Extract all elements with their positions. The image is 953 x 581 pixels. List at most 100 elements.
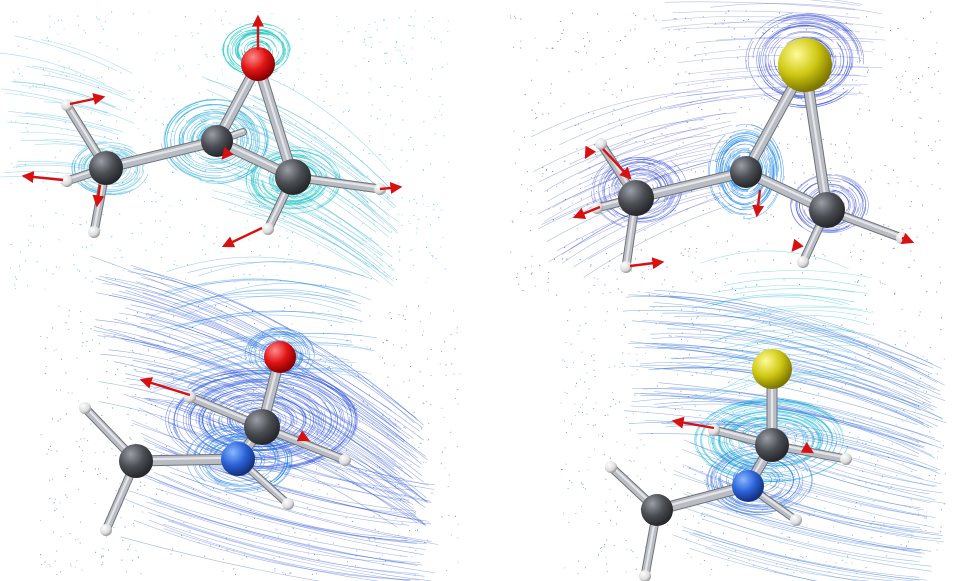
flow-dot [774, 571, 776, 573]
flow-dot [621, 253, 623, 255]
flow-swirl [832, 189, 849, 212]
flow-dot [147, 285, 149, 287]
flow-dot [104, 21, 106, 22]
flow-swirl [252, 152, 281, 198]
flow-dot [701, 60, 703, 62]
flow-dot [760, 124, 762, 126]
flow-dot [445, 364, 447, 366]
flow-dot [788, 493, 790, 495]
flow-swirl [110, 150, 128, 157]
flow-dot [421, 334, 423, 336]
flow-dot [401, 86, 403, 88]
flow-sweep [227, 162, 379, 246]
flow-dot [225, 502, 226, 504]
flow-dot [386, 52, 388, 54]
flow-dot [748, 19, 750, 21]
flow-dot [687, 553, 689, 554]
flow-sweep [743, 330, 875, 348]
flow-dot [163, 340, 165, 342]
flow-dot [626, 548, 628, 550]
flow-dot [862, 470, 864, 472]
flow-dot [374, 21, 376, 23]
flow-dot [690, 556, 692, 558]
flow-dot [55, 156, 57, 158]
flow-dot [681, 309, 683, 311]
flow-dot [94, 503, 96, 504]
flow-dot [715, 242, 717, 244]
flow-dot [647, 313, 648, 315]
flow-dot [245, 526, 247, 528]
flow-dot [78, 52, 80, 54]
flow-dot [329, 105, 331, 107]
flow-dot [608, 367, 610, 368]
flow-dot [515, 17, 517, 19]
flow-dot [920, 117, 922, 119]
flow-dot [920, 481, 922, 483]
flow-dot [882, 282, 884, 284]
flow-dot [887, 183, 889, 185]
flow-dot [738, 392, 740, 394]
flow-dot [49, 445, 51, 447]
flow-dot [929, 347, 931, 348]
displacement-arrow [602, 148, 632, 180]
displacement-arrow [139, 377, 191, 397]
flow-swirl [621, 157, 649, 162]
flow-dot [587, 111, 589, 113]
flow-dot [47, 37, 49, 38]
flow-dot [365, 286, 367, 288]
flow-dot [936, 42, 938, 44]
flow-dot [415, 10, 417, 12]
flow-dot [913, 39, 915, 41]
flow-dot [334, 496, 336, 498]
flow-dot [297, 226, 299, 227]
flow-dot [456, 327, 458, 329]
flow-dot [204, 170, 206, 172]
flow-sweep [654, 391, 933, 446]
flow-dot [382, 260, 384, 262]
flow-dot [872, 520, 874, 522]
flow-dot [89, 350, 91, 352]
flow-sweep [533, 119, 705, 172]
flow-dot [392, 268, 394, 270]
flow-dot [422, 461, 424, 463]
flow-dot [707, 26, 709, 28]
flow-dot [686, 208, 688, 210]
flow-sweep [158, 278, 347, 297]
flow-dot [588, 456, 590, 458]
flow-dot [769, 322, 771, 324]
flow-dot [442, 66, 444, 68]
flow-dot [712, 443, 714, 445]
flow-dot [404, 494, 406, 496]
flow-dot [56, 508, 58, 510]
flow-dot [441, 516, 443, 518]
flow-dot [254, 323, 256, 324]
flow-dot [943, 503, 945, 505]
bond-highlight [104, 138, 219, 168]
flow-dot [647, 411, 649, 413]
flow-dot [111, 407, 113, 409]
flow-dot [939, 531, 941, 533]
flow-dot [923, 402, 925, 404]
flow-dot [154, 59, 156, 61]
flow-dot [56, 574, 58, 575]
flow-dot [289, 305, 291, 307]
flow-dot [844, 384, 846, 386]
flow-dot [899, 469, 901, 471]
flow-dot [374, 528, 376, 530]
flow-dot [378, 154, 380, 156]
flow-dot [674, 166, 676, 167]
flow-dot [439, 96, 441, 98]
flow-dot [176, 265, 178, 267]
flow-dot [756, 271, 758, 273]
flow-dot [608, 184, 609, 186]
flow-dot [247, 498, 249, 500]
flow-dot [68, 315, 70, 317]
flow-dot [264, 265, 266, 267]
flow-dot [79, 270, 80, 272]
flow-dot [60, 389, 61, 391]
panel-bottom-right-flow [560, 250, 947, 581]
flow-dot [585, 397, 587, 399]
flow-swirl [839, 186, 855, 215]
flow-dot [620, 40, 621, 41]
flow-dot [245, 227, 247, 229]
